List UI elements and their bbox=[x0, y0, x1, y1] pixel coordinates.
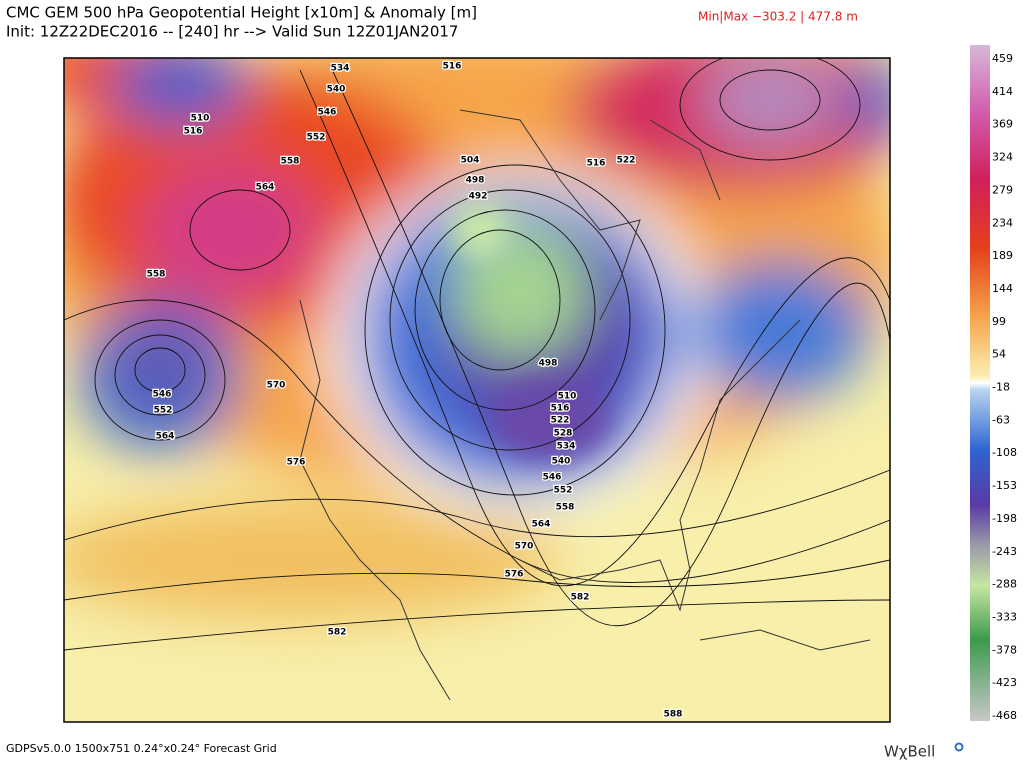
coastlines bbox=[299, 109, 871, 701]
colorbar-tick-label: 279 bbox=[992, 183, 1013, 196]
colorbar-tick-label: -153 bbox=[992, 479, 1017, 492]
contour-label: 516 bbox=[551, 404, 570, 414]
contour-label: 564 bbox=[532, 520, 551, 530]
contour-label: 510 bbox=[558, 392, 577, 402]
contour-label: 528 bbox=[554, 429, 573, 439]
contour-label: 510 bbox=[191, 114, 210, 124]
contour-label: 552 bbox=[154, 406, 173, 416]
contour-label: 576 bbox=[287, 458, 306, 468]
contour-label: 558 bbox=[556, 503, 575, 513]
contour-label: 492 bbox=[469, 192, 488, 202]
colorbar-tick-label: -333 bbox=[992, 610, 1017, 623]
contour-label: 546 bbox=[318, 108, 337, 118]
contour-label: 546 bbox=[153, 390, 172, 400]
contour-label: 546 bbox=[543, 473, 562, 483]
contour-label: 582 bbox=[571, 593, 590, 603]
contour-label: 516 bbox=[443, 62, 462, 72]
contour-label: 540 bbox=[552, 457, 571, 467]
contour-label: 498 bbox=[539, 359, 558, 369]
min-max: Min|Max −303.2 | 477.8 m bbox=[698, 10, 858, 24]
contour-label: 534 bbox=[557, 442, 576, 452]
colorbar-tick-label: -468 bbox=[992, 709, 1017, 722]
colorbar-tick-label: 414 bbox=[992, 85, 1013, 98]
contour-label: 534 bbox=[331, 64, 350, 74]
init-line: Init: 12Z22DEC2016 -- [240] hr --> Valid… bbox=[6, 23, 458, 41]
contour-label: 504 bbox=[461, 156, 480, 166]
colorbar bbox=[970, 45, 990, 721]
contour-labels: 534 516 540 546 510 516 552 558 564 558 … bbox=[145, 60, 683, 721]
map-frame bbox=[63, 57, 891, 723]
colorbar-tick-label: -288 bbox=[992, 578, 1017, 591]
colorbar-tick-label: 144 bbox=[992, 282, 1013, 295]
colorbar-tick-label: -243 bbox=[992, 545, 1017, 558]
contour-label: 564 bbox=[256, 183, 275, 193]
map: 534 516 540 546 510 516 552 558 564 558 … bbox=[64, 58, 890, 722]
colorbar-tick-label: 369 bbox=[992, 118, 1013, 131]
colorbar-tick-label: -63 bbox=[992, 413, 1010, 426]
contour-label: 522 bbox=[551, 416, 570, 426]
colorbar-tick-label: -378 bbox=[992, 643, 1017, 656]
logo: WχBell bbox=[884, 743, 935, 761]
colorbar-tick-label: 189 bbox=[992, 249, 1013, 262]
contour-label: 516 bbox=[587, 159, 606, 169]
logo-dot bbox=[954, 742, 964, 752]
contour-label: 588 bbox=[664, 710, 683, 720]
contour-label: 516 bbox=[184, 127, 203, 137]
contours bbox=[64, 58, 890, 651]
contour-label: 522 bbox=[617, 156, 636, 166]
footer-grid: GDPSv5.0.0 1500x751 0.24°x0.24° Forecast… bbox=[6, 742, 277, 755]
contour-label: 552 bbox=[554, 486, 573, 496]
contour-label: 576 bbox=[505, 570, 524, 580]
colorbar-ticks: 459 414 369 324 279 234 189 144 99 54 -18 -63 -108 -1… bbox=[992, 52, 1017, 722]
colorbar-tick-label: 459 bbox=[992, 52, 1013, 65]
colorbar-tick-label: -423 bbox=[992, 676, 1017, 689]
colorbar-tick-label: -198 bbox=[992, 512, 1017, 525]
contour-label: 558 bbox=[147, 270, 166, 280]
title: CMC GEM 500 hPa Geopotential Height [x10… bbox=[6, 4, 477, 22]
colorbar-tick-label: 54 bbox=[992, 348, 1006, 361]
colorbar-tick-label: 324 bbox=[992, 151, 1013, 164]
contour-label: 570 bbox=[267, 381, 286, 391]
contour-label: 564 bbox=[156, 432, 175, 442]
colorbar-tick-label: -18 bbox=[992, 381, 1010, 394]
colorbar-tick-label: 234 bbox=[992, 216, 1013, 229]
contour-label: 558 bbox=[281, 157, 300, 167]
contour-label: 552 bbox=[307, 133, 326, 143]
colorbar-tick-label: -108 bbox=[992, 446, 1017, 459]
colorbar-tick-label: 99 bbox=[992, 315, 1006, 328]
contour-label: 582 bbox=[328, 628, 347, 638]
contour-label: 570 bbox=[515, 542, 534, 552]
contour-label: 498 bbox=[466, 176, 485, 186]
contour-label: 540 bbox=[327, 85, 346, 95]
